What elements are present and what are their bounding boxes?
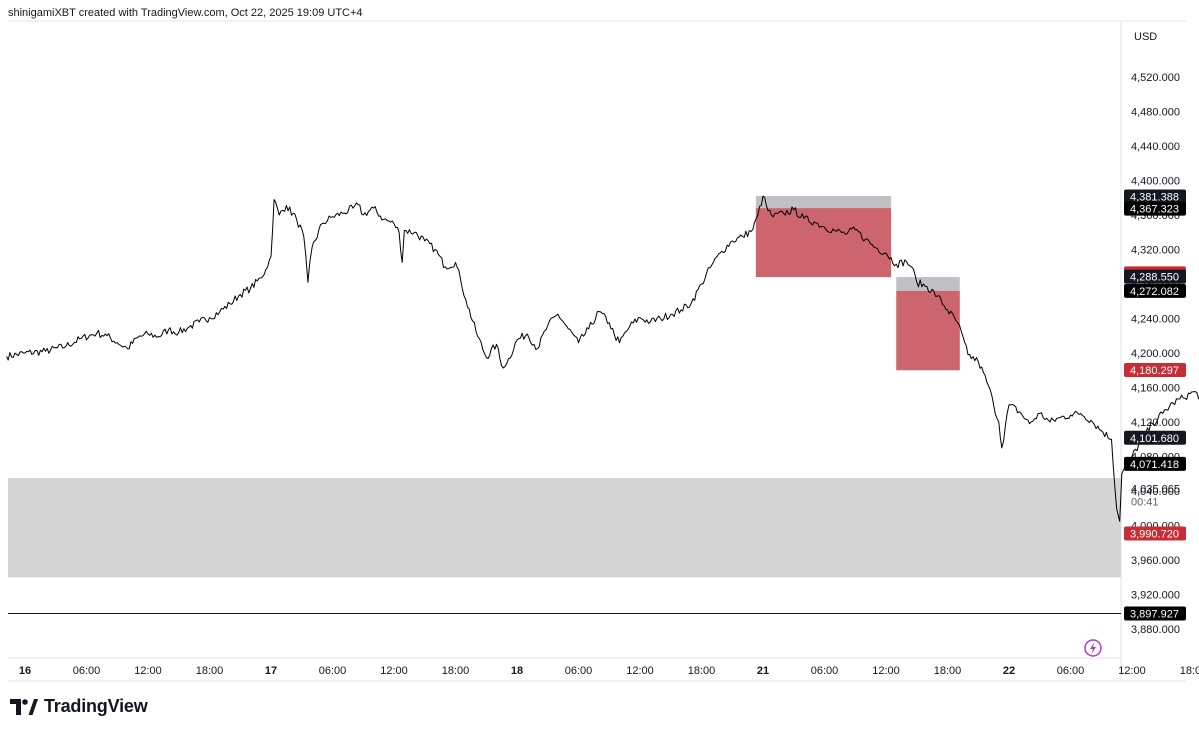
x-tick-label: 06:00	[73, 665, 101, 677]
price-label-box	[1124, 456, 1186, 471]
x-tick-label: 06:00	[1057, 665, 1085, 677]
price-labels-layer: 4,381.3884,367.3234,292.3124,288.5504,27…	[1124, 189, 1186, 621]
stop-zone-1[interactable]	[755, 196, 892, 209]
x-tick-label: 06:00	[811, 665, 839, 677]
price-label-box	[1124, 606, 1186, 621]
y-tick-label: 4,480.000	[1131, 107, 1180, 119]
x-tick-label: 18:00	[1180, 665, 1199, 677]
y-tick-label: 4,520.000	[1131, 72, 1180, 84]
bar-countdown-label: 00:41	[1131, 496, 1159, 508]
y-tick-label: 4,400.000	[1131, 176, 1180, 188]
price-label: 4,272.082	[1130, 286, 1179, 298]
stop-zone-3[interactable]	[896, 277, 960, 291]
y-tick-label: 4,440.000	[1131, 141, 1180, 153]
tradingview-logo-text: TradingView	[44, 696, 148, 716]
x-tick-label: 12:00	[134, 665, 162, 677]
price-label: 4,288.550	[1130, 272, 1179, 284]
price-label: 4,101.680	[1130, 433, 1179, 445]
sell-zone-4[interactable]	[896, 290, 960, 371]
price-label-box	[1124, 526, 1186, 541]
x-tick-label: 22	[1003, 665, 1015, 677]
current-price-label: 4,035.065	[1131, 483, 1180, 495]
x-tick-label: 18:00	[196, 665, 224, 677]
x-tick-label: 12:00	[1118, 665, 1146, 677]
price-label-box	[1124, 362, 1186, 377]
x-tick-label: 18:00	[934, 665, 962, 677]
time-axis[interactable]: 16 06:00 12:00 18:00 17 06:00 12:00 18:00 18 06:0…	[19, 665, 1199, 677]
y-tick-label: 3,880.000	[1131, 624, 1180, 636]
x-tick-label: 18	[511, 665, 523, 677]
x-tick-label: 12:00	[872, 665, 900, 677]
price-line[interactable]	[6, 195, 1199, 522]
price-label-box	[1124, 430, 1186, 445]
x-tick-label: 17	[265, 665, 277, 677]
chart-attribution: shinigamiXBT created with TradingView.co…	[8, 7, 363, 19]
x-tick-label: 16	[19, 665, 31, 677]
price-axis[interactable]: USD 4,520.000 4,480.000 4,440.000 4,400.000…	[1131, 31, 1180, 636]
y-tick-label: 3,960.000	[1131, 555, 1180, 567]
price-series-layer	[6, 195, 1199, 522]
x-tick-label: 12:00	[626, 665, 654, 677]
lightning-icon[interactable]	[1084, 639, 1102, 657]
price-label-box	[1124, 189, 1186, 204]
tradingview-logo-icon	[10, 698, 38, 715]
price-label: 4,180.297	[1130, 365, 1179, 377]
y-tick-label: 4,040.000	[1131, 486, 1180, 498]
zones-layer	[8, 196, 1121, 578]
x-tick-label: 06:00	[319, 665, 347, 677]
price-label: 4,071.418	[1130, 459, 1179, 471]
sell-zone-2[interactable]	[755, 208, 892, 278]
x-tick-label: 12:00	[380, 665, 408, 677]
support-zone-0[interactable]	[8, 478, 1121, 578]
y-tick-label: 4,200.000	[1131, 348, 1180, 360]
x-tick-label: 21	[757, 665, 769, 677]
tradingview-branding[interactable]: TradingView	[10, 696, 148, 717]
y-tick-label: 4,240.000	[1131, 314, 1180, 326]
price-label: 4,381.388	[1130, 192, 1179, 204]
currency-label: USD	[1134, 31, 1157, 43]
price-label-box	[1124, 201, 1186, 216]
price-label-box	[1124, 283, 1186, 298]
price-label-box	[1124, 269, 1186, 284]
x-tick-label: 18:00	[688, 665, 716, 677]
price-label: 4,367.323	[1130, 204, 1179, 216]
price-label: 3,990.720	[1130, 529, 1179, 541]
y-tick-label: 4,320.000	[1131, 245, 1180, 257]
y-tick-label: 4,160.000	[1131, 383, 1180, 395]
x-tick-label: 18:00	[442, 665, 470, 677]
x-tick-label: 06:00	[565, 665, 593, 677]
y-tick-label: 4,120.000	[1131, 417, 1180, 429]
y-tick-label: 3,920.000	[1131, 590, 1180, 602]
price-label: 3,897.927	[1130, 609, 1179, 621]
